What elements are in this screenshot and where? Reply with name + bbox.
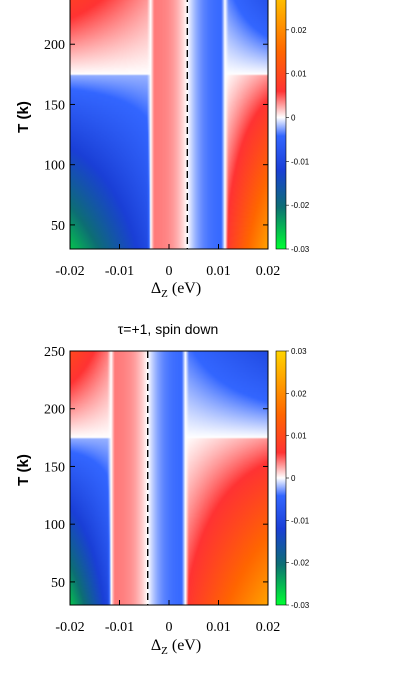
colorbar-tick-label: 0.01 bbox=[291, 70, 307, 79]
y-axis-label-1: T (k) bbox=[15, 101, 32, 133]
colorbar-tick-label: 0.01 bbox=[291, 432, 307, 441]
x-tick-label: -0.01 bbox=[105, 264, 134, 279]
colorbar-tick-label: 0.03 bbox=[291, 347, 307, 356]
y-tick-label: 100 bbox=[44, 159, 65, 174]
x-axis-label-2: ΔZ (eV) bbox=[151, 637, 201, 657]
colorbar-tick-label: -0.03 bbox=[291, 245, 310, 254]
heatmap-panel-2: τ=+1, spin down -0.02 -0.01 0 0.01 0.02 50 10… bbox=[15, 321, 310, 657]
heatmap-field-1 bbox=[70, 0, 268, 249]
x-ticks-1: -0.02 -0.01 0 0.01 0.02 bbox=[55, 244, 280, 279]
y-tick-label: 150 bbox=[44, 98, 65, 113]
heatmap-image bbox=[70, 351, 268, 605]
colorbar-tick-label: 0 bbox=[291, 114, 296, 123]
heatmap-image bbox=[70, 0, 268, 249]
colorbar-tick-label: 0.02 bbox=[291, 389, 307, 398]
colorbar-tick-label: -0.01 bbox=[291, 516, 310, 525]
y-tick-label: 250 bbox=[44, 345, 65, 360]
heatmap-field-2 bbox=[70, 351, 268, 605]
colorbar-2 bbox=[275, 350, 287, 606]
y-tick-label: 100 bbox=[44, 518, 65, 533]
x-tick-label: -0.02 bbox=[55, 264, 84, 279]
x-axis-label-1: ΔZ (eV) bbox=[151, 280, 201, 300]
x-tick-label: 0.02 bbox=[256, 264, 281, 279]
colorbar-ticks-1: 0.030.020.010-0.01-0.02-0.03 bbox=[286, 26, 310, 254]
x-ticks-2: -0.02 -0.01 0 0.01 0.02 bbox=[55, 600, 280, 635]
x-tick-label: 0 bbox=[166, 264, 173, 279]
y-tick-label: 200 bbox=[44, 403, 65, 418]
y-tick-label: 50 bbox=[51, 219, 65, 234]
colorbar-ticks-2: 0.03 0.02 0.01 0 -0.01 -0.02 -0.03 bbox=[286, 347, 310, 610]
x-tick-label: -0.01 bbox=[105, 620, 134, 635]
colorbar-tick-label: 0 bbox=[291, 474, 296, 483]
x-tick-label: 0 bbox=[166, 620, 173, 635]
colorbar-1 bbox=[275, 0, 287, 250]
y-tick-label: 50 bbox=[51, 576, 65, 591]
colorbar-tick-label: 0.02 bbox=[291, 26, 307, 35]
y-tick-label: 150 bbox=[44, 460, 65, 475]
x-tick-label: 0.02 bbox=[256, 620, 281, 635]
colorbar-tick-label: -0.02 bbox=[291, 559, 310, 568]
colorbar-tick-label: -0.03 bbox=[291, 601, 310, 610]
y-tick-label: 200 bbox=[44, 38, 65, 53]
colorbar-tick-label: -0.02 bbox=[291, 201, 310, 210]
x-tick-label: 0.01 bbox=[206, 264, 231, 279]
colorbar-tick-label: -0.01 bbox=[291, 157, 310, 166]
y-axis-label-2: T (k) bbox=[15, 454, 32, 486]
chart-title-2: τ=+1, spin down bbox=[118, 321, 219, 337]
x-tick-label: -0.02 bbox=[55, 620, 84, 635]
y-ticks-2: 50 100 150 200 250 bbox=[44, 345, 268, 591]
x-tick-label: 0.01 bbox=[206, 620, 231, 635]
